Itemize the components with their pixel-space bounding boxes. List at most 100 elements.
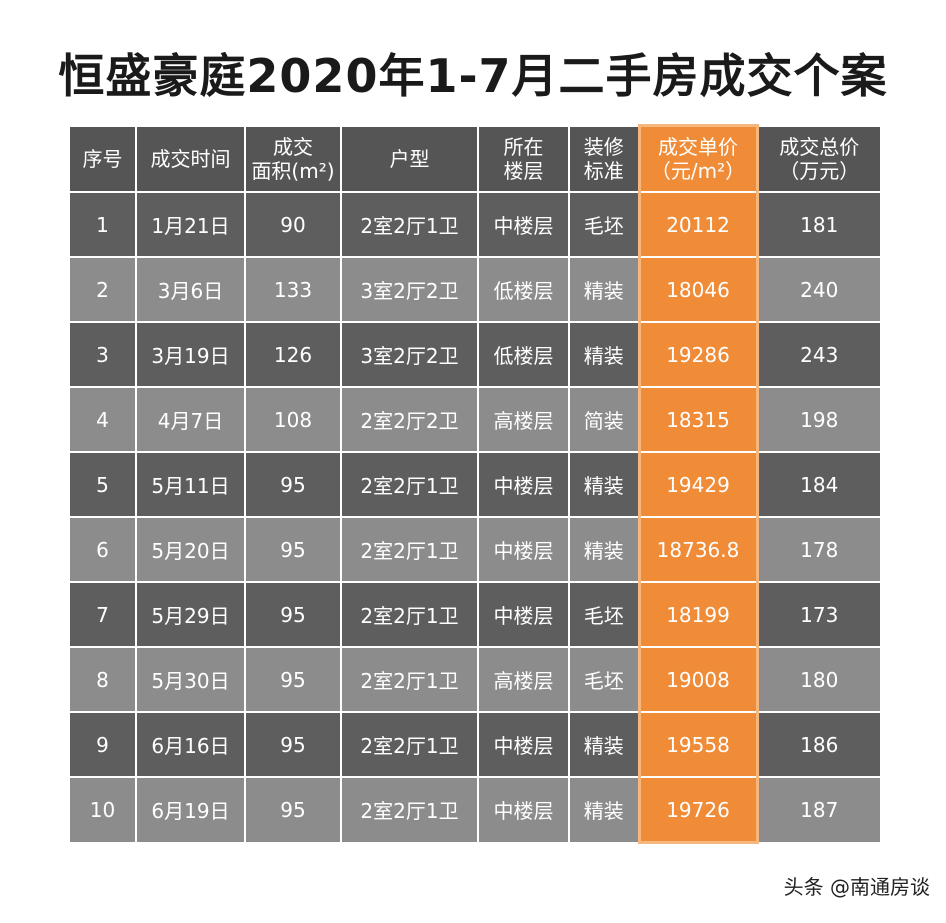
cell-unit-price: 19558	[637, 711, 759, 778]
cell-date: 4月7日	[135, 386, 246, 453]
cell-decoration: 精装	[568, 321, 640, 388]
cell-floor: 高楼层	[477, 386, 570, 453]
header-label: 成交	[273, 134, 313, 159]
cell-total-price: 240	[756, 256, 882, 323]
header-col-date: 成交时间	[135, 124, 246, 193]
table-row: 4 4月7日 108 2室2厅2卫 高楼层 简装 18315 198	[68, 386, 882, 453]
cell-total-price: 243	[756, 321, 882, 388]
table-row: 6 5月20日 95 2室2厅1卫 中楼层 精装 18736.8 178	[68, 516, 882, 583]
cell-area: 95	[244, 711, 342, 778]
table-row: 8 5月30日 95 2室2厅1卫 高楼层 毛坯 19008 180	[68, 646, 882, 713]
cell-decoration: 精装	[568, 451, 640, 518]
cell-floor: 低楼层	[477, 321, 570, 388]
cell-index: 1	[68, 191, 137, 258]
header-label: 户型	[389, 146, 430, 171]
cell-index: 3	[68, 321, 137, 388]
cell-area: 133	[244, 256, 342, 323]
cell-date: 5月29日	[135, 581, 246, 648]
cell-decoration: 精装	[568, 256, 640, 323]
cell-decoration: 精装	[568, 516, 640, 583]
watermark: 头条 @南通房谈	[783, 875, 930, 899]
table-row: 10 6月19日 95 2室2厅1卫 中楼层 精装 19726 187	[68, 776, 882, 844]
cell-layout: 3室2厅2卫	[340, 256, 479, 323]
header-label-line2: 标准	[583, 158, 624, 183]
cell-floor: 中楼层	[477, 711, 570, 778]
cell-index: 7	[68, 581, 137, 648]
cell-layout: 2室2厅1卫	[340, 776, 479, 844]
cell-unit-price: 18199	[637, 581, 759, 648]
cell-layout: 2室2厅1卫	[340, 711, 479, 778]
cell-floor: 中楼层	[477, 581, 570, 648]
cell-total-price: 187	[756, 776, 882, 844]
cell-area: 126	[244, 321, 342, 388]
cell-decoration: 毛坯	[568, 646, 640, 713]
cell-unit-price: 19286	[637, 321, 759, 388]
header-col-floor: 所在 楼层	[477, 124, 570, 193]
cell-index: 9	[68, 711, 137, 778]
cell-area: 95	[244, 581, 342, 648]
table-row: 1 1月21日 90 2室2厅1卫 中楼层 毛坯 20112 181	[68, 191, 882, 258]
cell-total-price: 181	[756, 191, 882, 258]
header-label: 装修	[583, 134, 624, 159]
cell-area: 95	[244, 646, 342, 713]
cell-layout: 2室2厅1卫	[340, 451, 479, 518]
cell-floor: 中楼层	[477, 191, 570, 258]
cell-decoration: 毛坯	[568, 581, 640, 648]
cell-total-price: 184	[756, 451, 882, 518]
cell-layout: 2室2厅1卫	[340, 646, 479, 713]
cell-date: 1月21日	[135, 191, 246, 258]
cell-unit-price: 18315	[637, 386, 759, 453]
cell-unit-price: 20112	[637, 191, 759, 258]
cell-date: 5月30日	[135, 646, 246, 713]
cell-area: 95	[244, 516, 342, 583]
cell-date: 6月16日	[135, 711, 246, 778]
table-row: 3 3月19日 126 3室2厅2卫 低楼层 精装 19286 243	[68, 321, 882, 388]
table-body: 1 1月21日 90 2室2厅1卫 中楼层 毛坯 20112 181 2 3月6日 133 3室2厅2…	[68, 191, 882, 844]
cell-floor: 中楼层	[477, 776, 570, 844]
cell-decoration: 精装	[568, 776, 640, 844]
header-label: 成交总价	[779, 134, 860, 159]
cell-layout: 2室2厅1卫	[340, 516, 479, 583]
cell-layout: 2室2厅1卫	[340, 191, 479, 258]
cell-date: 6月19日	[135, 776, 246, 844]
cell-unit-price: 18736.8	[637, 516, 759, 583]
page-title: 恒盛豪庭2020年1-7月二手房成交个案	[58, 49, 888, 103]
cell-index: 8	[68, 646, 137, 713]
header-label-line2: （元/m²）	[650, 159, 746, 183]
header-col-unit-price: 成交单价 （元/m²）	[637, 124, 759, 193]
cell-index: 2	[68, 256, 137, 323]
cell-unit-price: 19429	[637, 451, 759, 518]
cell-area: 95	[244, 451, 342, 518]
cell-date: 5月11日	[135, 451, 246, 518]
header-label: 所在	[503, 134, 544, 159]
header-label: 成交时间	[150, 146, 231, 171]
cell-index: 10	[68, 776, 137, 844]
cell-layout: 3室2厅2卫	[340, 321, 479, 388]
cell-layout: 2室2厅2卫	[340, 386, 479, 453]
header-col-total-price: 成交总价 （万元）	[756, 124, 882, 193]
header-col-layout: 户型	[340, 124, 479, 193]
cell-index: 6	[68, 516, 137, 583]
cell-area: 108	[244, 386, 342, 453]
cell-total-price: 186	[756, 711, 882, 778]
header-label-line2: 楼层	[503, 158, 544, 183]
table-row: 2 3月6日 133 3室2厅2卫 低楼层 精装 18046 240	[68, 256, 882, 323]
table-header-row: 序号 成交时间 成交 面积(m²) 户型 所在 楼层 装修 标准 成交单价 （元/m²） 成交总价 （万…	[68, 124, 882, 193]
cell-floor: 中楼层	[477, 516, 570, 583]
cell-floor: 高楼层	[477, 646, 570, 713]
cell-total-price: 180	[756, 646, 882, 713]
cell-index: 4	[68, 386, 137, 453]
cell-unit-price: 18046	[637, 256, 759, 323]
cell-floor: 中楼层	[477, 451, 570, 518]
cell-date: 3月6日	[135, 256, 246, 323]
header-label: 序号	[82, 146, 123, 171]
cell-area: 95	[244, 776, 342, 844]
header-col-decoration: 装修 标准	[568, 124, 640, 193]
transaction-table: 序号 成交时间 成交 面积(m²) 户型 所在 楼层 装修 标准 成交单价 （元/m²） 成交总价 （万…	[68, 124, 882, 844]
header-label-line2: （万元）	[779, 158, 860, 183]
cell-unit-price: 19008	[637, 646, 759, 713]
cell-index: 5	[68, 451, 137, 518]
cell-decoration: 毛坯	[568, 191, 640, 258]
header-label: 成交单价	[658, 135, 738, 159]
cell-layout: 2室2厅1卫	[340, 581, 479, 648]
